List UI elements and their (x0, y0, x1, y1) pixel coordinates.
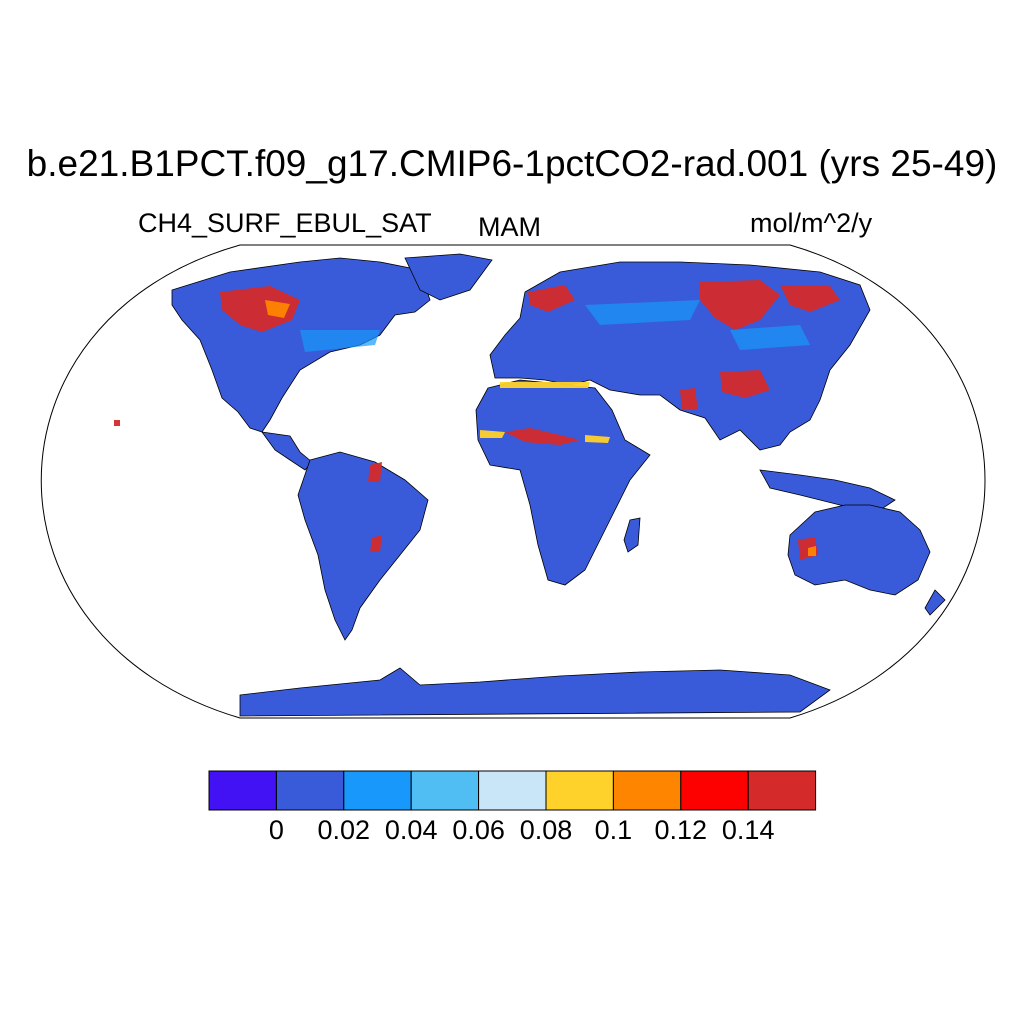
land-eurasia (489, 261, 871, 451)
land-antarctica (239, 667, 831, 717)
variable-name: CH4_SURF_EBUL_SAT (138, 208, 432, 238)
season-label: MAM (478, 212, 541, 242)
land-greenland (404, 253, 493, 301)
land-madagascar (623, 517, 641, 553)
map-frame (40, 244, 986, 719)
land-australia (787, 504, 931, 596)
colorbar-box (208, 770, 277, 811)
colorbar-tick-label: 0.06 (452, 815, 505, 845)
colorbar-box (478, 770, 547, 811)
colorbar-box (680, 770, 749, 811)
colorbar-box (275, 770, 345, 811)
units-label: mol/m^2/y (750, 208, 873, 238)
land-south-america (297, 451, 429, 641)
colorbar-tick-label: 0 (268, 815, 284, 845)
land-layer (114, 253, 946, 717)
land-central-america (261, 431, 313, 471)
colorbar-tick-label: 0.1 (594, 815, 633, 845)
plot-title: b.e21.B1PCT.f09_g17.CMIP6-1pctCO2-rad.00… (26, 143, 998, 184)
colorbar-tick-label: 0.02 (317, 815, 371, 845)
land-indonesia (759, 469, 896, 511)
colorbar-box (612, 770, 682, 811)
colorbar-box (343, 770, 412, 811)
colorbar-tick-label: 0.08 (519, 815, 573, 845)
colorbar (208, 770, 817, 811)
land-new-zealand (924, 589, 946, 616)
colorbar-tick-label: 0.14 (721, 815, 775, 845)
colorbar-box (747, 770, 817, 811)
land-north-america (171, 257, 431, 433)
land-africa (475, 379, 651, 586)
colorbar-tick-label: 0.04 (384, 815, 438, 845)
emission-hotspots (114, 280, 840, 560)
colorbar-box (410, 770, 480, 811)
colorbar-box (545, 770, 614, 811)
colorbar-tick-label: 0.12 (654, 815, 708, 845)
